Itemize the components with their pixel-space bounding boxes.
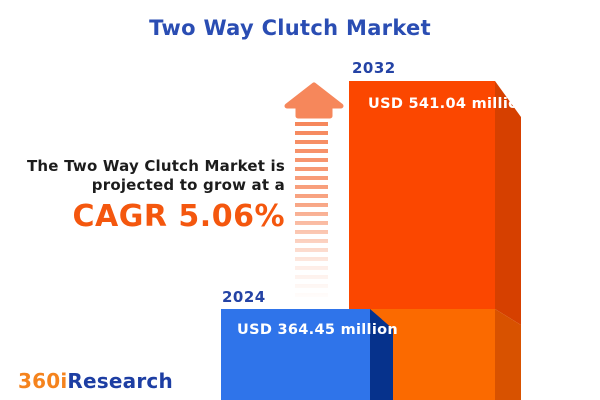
- growth-arrow-head-shape: [284, 82, 344, 119]
- description-line-2: projected to grow at a: [91, 176, 285, 194]
- bar-2032-side-top-segment: [495, 81, 521, 325]
- brand-logo-part1: 360i: [18, 369, 68, 393]
- bar-2024: [221, 309, 393, 400]
- bar-2032-value-label: USD 541.04 million: [368, 96, 529, 112]
- bar-2024-year-label: 2024: [222, 288, 266, 306]
- bar-2032-side-base-segment: [495, 309, 521, 400]
- description-line-1: The Two Way Clutch Market is: [27, 157, 285, 175]
- brand-logo-part2: Research: [67, 369, 173, 393]
- growth-arrow-stripes: [295, 122, 328, 302]
- bar-2032-year-label: 2032: [352, 59, 396, 77]
- bar-2024-value-label: USD 364.45 million: [237, 322, 398, 338]
- description-block: The Two Way Clutch Market is projected t…: [20, 157, 285, 234]
- page-title: Two Way Clutch Market: [149, 16, 431, 40]
- growth-arrow-icon: [284, 82, 344, 119]
- bar-2032-face-top-segment: [349, 81, 495, 309]
- brand-logo: 360iResearch: [18, 369, 173, 393]
- bar-2024-face: [221, 309, 370, 400]
- bar-2024-side: [370, 309, 393, 400]
- cagr-value: CAGR 5.06%: [72, 199, 285, 234]
